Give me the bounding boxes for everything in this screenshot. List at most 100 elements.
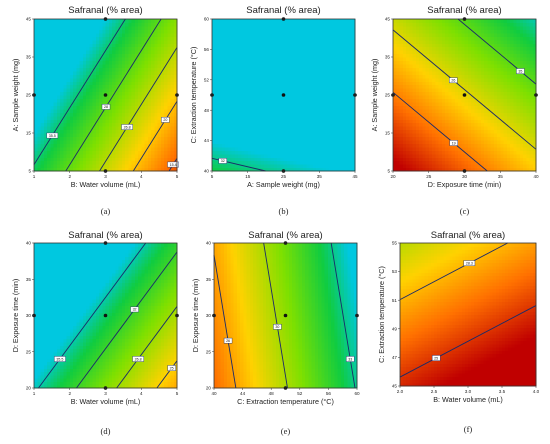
contour-label: 33 [348, 357, 352, 361]
contour-label: 25 [434, 356, 438, 360]
contour-label-box [463, 260, 476, 266]
y-tick-label: 25 [206, 349, 212, 354]
contour-line [99, 47, 178, 172]
contour-line [33, 18, 126, 165]
y-tick-label: 5 [387, 169, 390, 174]
contour-label-box [121, 124, 133, 130]
contour-line [76, 251, 178, 389]
design-point [281, 93, 286, 97]
y-tick-label: 45 [392, 384, 398, 389]
y-axis-label: A: Sample weight (mg) [11, 59, 20, 132]
contour-label-box [273, 324, 282, 330]
panel-e: 33 30 26 40 44 48 52 56 60 20 25 30 35 40 Safranal (% … [191, 230, 360, 436]
y-tick-label: 35 [26, 55, 32, 60]
contour-label: 20 [163, 118, 167, 122]
chart-title: Safranal (% area) [68, 5, 142, 16]
contour-label-box [223, 337, 233, 344]
contour-label-box [167, 161, 179, 168]
y-tick-label: 20 [26, 386, 32, 391]
x-tick-label: 2 [68, 174, 71, 179]
x-tick-label: 25 [426, 174, 432, 179]
contour-line [116, 306, 178, 389]
x-axis-label: A: Sample weight (mg) [247, 180, 320, 189]
chart-title: Safranal (% area) [431, 230, 505, 241]
x-tick-label: 35 [498, 174, 504, 179]
y-tick-label: 40 [26, 241, 32, 246]
panel-c: 35 26 19 20 25 30 35 40 5 15 25 35 45 Safranal (% are… [370, 5, 539, 216]
y-tick-label: 45 [385, 17, 391, 22]
x-tick-label: 20 [390, 174, 396, 179]
design-point [103, 313, 108, 318]
contour-label: 26 [451, 79, 455, 83]
contour-label-box [431, 355, 441, 361]
chart-title: Safranal (% area) [246, 5, 320, 16]
y-tick-label: 47 [392, 355, 398, 360]
y-axis-label: D: Exposure time (min) [191, 279, 200, 353]
panel-label: (b) [279, 206, 289, 216]
x-tick-label: 2.5 [431, 389, 438, 394]
x-tick-label: 5 [211, 174, 214, 179]
chart-title: Safranal (% area) [248, 230, 322, 241]
color-field [214, 243, 358, 389]
contour-label: 26.8 [135, 357, 142, 361]
contour-label: 26 [226, 339, 230, 343]
panel-b: 32 5 15 25 35 45 40 44 48 52 56 60 Safranal (% area)… [189, 5, 358, 216]
contour-label: 30 [275, 325, 279, 329]
x-tick-label: 1 [33, 174, 36, 179]
y-tick-label: 51 [392, 298, 398, 303]
x-axis-label: B: Water volume (mL) [71, 180, 141, 189]
panel-label: (e) [281, 426, 291, 436]
contour-label-box [218, 158, 227, 164]
x-tick-label: 52 [297, 391, 303, 396]
y-tick-label: 15 [26, 131, 32, 136]
contour-label: 28.3 [466, 261, 473, 265]
contour-line [399, 242, 508, 301]
contour-line [392, 91, 488, 172]
y-tick-label: 40 [204, 169, 210, 174]
x-tick-label: 5 [176, 391, 179, 396]
color-field [400, 243, 537, 387]
contour-line [132, 101, 178, 172]
x-tick-label: 15 [245, 174, 251, 179]
x-tick-label: 5 [176, 174, 179, 179]
contour-label: 35.5 [49, 134, 56, 138]
y-tick-label: 56 [204, 47, 210, 52]
contour-line [263, 242, 288, 389]
x-tick-label: 45 [352, 174, 358, 179]
design-point [462, 93, 467, 97]
x-tick-label: 2 [68, 391, 71, 396]
contour-label-box [101, 104, 111, 110]
y-axis-label: C: Extraction temperature (°C) [189, 47, 198, 144]
x-tick-label: 2.0 [397, 389, 404, 394]
y-axis-label: D: Exposure time (min) [11, 279, 20, 353]
y-tick-label: 5 [28, 169, 31, 174]
x-tick-label: 4 [140, 391, 143, 396]
x-tick-label: 3 [104, 174, 107, 179]
contour-line [392, 29, 537, 150]
contour-line [65, 18, 162, 172]
y-tick-label: 45 [26, 17, 32, 22]
y-tick-label: 25 [26, 349, 32, 354]
x-tick-label: 60 [354, 391, 360, 396]
y-tick-label: 35 [26, 277, 32, 282]
panel-label: (d) [101, 426, 111, 436]
y-axis-label: A: Sample weight (mg) [370, 59, 379, 132]
y-axis-label: C: Extraction temperature (°C) [377, 266, 386, 363]
x-tick-label: 44 [240, 391, 246, 396]
design-point [103, 93, 108, 97]
contour-label-box [130, 306, 139, 313]
x-tick-label: 56 [326, 391, 332, 396]
x-axis-label: B: Water volume (mL) [71, 397, 141, 406]
contour-line [38, 242, 147, 389]
x-tick-label: 1 [33, 391, 36, 396]
y-tick-label: 55 [392, 241, 398, 246]
x-tick-label: 4 [140, 174, 143, 179]
x-tick-label: 30 [462, 174, 468, 179]
color-field [34, 19, 178, 172]
y-tick-label: 35 [206, 277, 212, 282]
y-tick-label: 25 [26, 93, 32, 98]
panel-label: (a) [101, 206, 111, 216]
y-tick-label: 25 [385, 93, 391, 98]
contour-line [213, 255, 237, 389]
